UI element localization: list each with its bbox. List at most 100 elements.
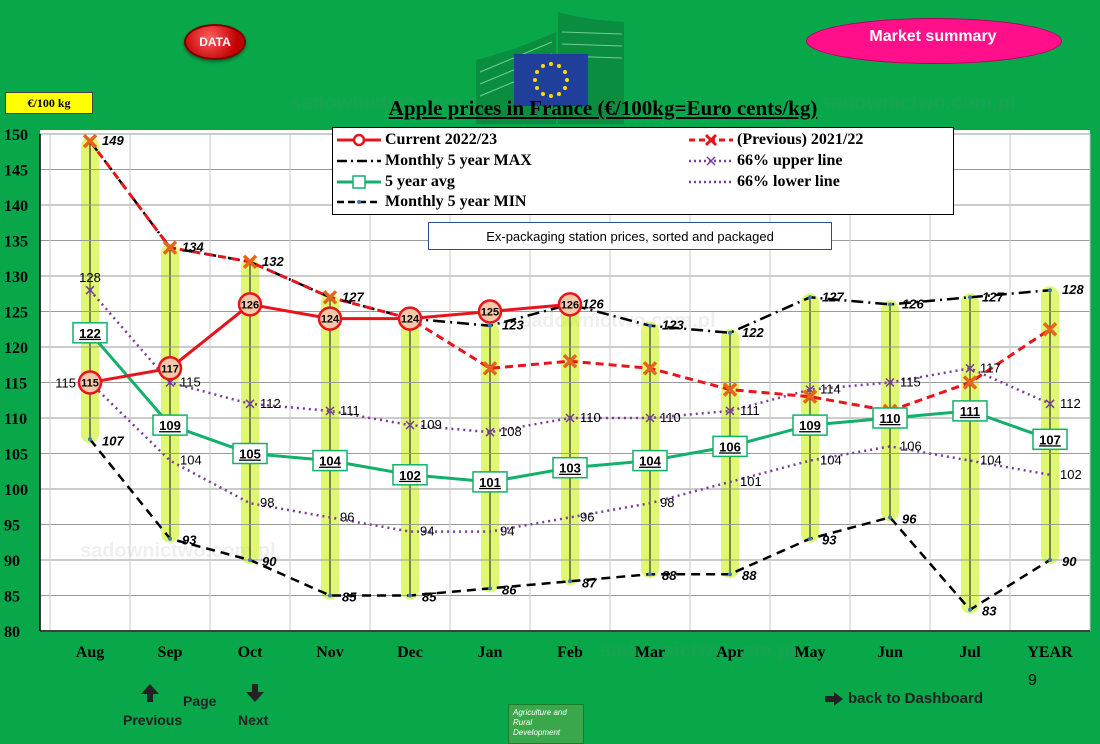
x-tick-label: Dec (397, 644, 423, 661)
point-upper (965, 363, 975, 373)
point-upper (885, 377, 895, 388)
point-current (317, 306, 343, 331)
arrow-up-icon[interactable] (140, 683, 160, 703)
avg-label-box (72, 322, 108, 344)
y-tick-label: 150 (4, 127, 28, 144)
y-tick-label: 140 (4, 198, 28, 215)
point-monthly-5-year-min (168, 536, 172, 541)
previous-page-link[interactable]: Previous (123, 712, 183, 728)
lower-value-label: 104 (980, 453, 1002, 468)
lower-value-label: 115 (55, 376, 76, 391)
point-previous (1042, 322, 1058, 337)
page-label: Page (183, 693, 217, 709)
x-tick-label: Nov (316, 644, 344, 661)
current-value-label: 126 (561, 299, 579, 311)
point-monthly-5-year-min (408, 593, 412, 598)
avg-value-label: 102 (399, 468, 421, 483)
x-tick-label: Apr (716, 644, 744, 661)
upper-value-label: 112 (260, 396, 281, 411)
eu-stars (533, 62, 569, 98)
arrow-right-icon (825, 691, 843, 706)
min-value-label: 85 (422, 590, 437, 605)
point-monthly-5-year-max (728, 330, 732, 335)
legend-item-avg: 5 year avg (337, 172, 455, 192)
upper-value-label: 115 (900, 375, 921, 390)
market-summary-button[interactable]: Market summary (806, 18, 1062, 66)
upper-value-label: 111 (340, 403, 360, 418)
legend-label: 66% upper line (737, 152, 843, 169)
x-tick-label: Feb (557, 644, 583, 661)
min-value-label: 93 (182, 533, 197, 548)
next-page-link[interactable]: Next (238, 712, 269, 728)
avg-label-box (392, 464, 428, 486)
data-labels: 122 109 105 104 102 101 103 104 106 109 110 111 107 1… (55, 133, 1084, 619)
page-number: 9 (1028, 672, 1037, 689)
market-summary-label: Market summary (869, 28, 997, 45)
point-upper (325, 406, 335, 416)
point-monthly-5-year-max (968, 295, 972, 300)
y-tick-label: 90 (4, 553, 20, 570)
unit-badge: €/100 kg (5, 92, 93, 114)
x-tick-label: Oct (238, 644, 264, 661)
avg-value-label: 109 (799, 418, 821, 433)
avg-value-label: 103 (559, 461, 581, 476)
chart-title: Apple prices in France (€/100kg=Euro cen… (388, 96, 818, 120)
upper-value-label: 112 (1060, 396, 1081, 411)
min-value-label: 88 (662, 568, 677, 583)
point-previous (642, 361, 658, 376)
point-previous (962, 375, 978, 390)
max-value-label: 127 (822, 289, 844, 304)
current-value-label: 124 (401, 314, 420, 326)
upper-value-label: 114 (820, 382, 841, 397)
avg-label-box (232, 442, 268, 465)
point-previous (562, 353, 578, 369)
legend-label: (Previous) 2021/22 (737, 131, 864, 148)
lower-value-label: 98 (660, 495, 674, 510)
point-current (157, 356, 183, 381)
upper-value-label: 108 (500, 424, 522, 439)
point-current (237, 292, 263, 317)
max-value-label: 122 (742, 325, 764, 340)
market-summary-bubble (806, 18, 1062, 64)
point-monthly-5-year-min (1048, 558, 1052, 562)
upper-value-label: 111 (740, 403, 760, 418)
current-value-label: 117 (161, 363, 179, 375)
arrow-down-icon[interactable] (245, 683, 265, 703)
max-value-label: 126 (902, 296, 924, 311)
avg-value-label: 106 (719, 439, 741, 454)
current-value-label: 125 (481, 307, 499, 319)
legend-label: 5 year avg (385, 173, 455, 190)
min-value-label: 88 (742, 568, 757, 583)
legend-line-avg-icon (337, 175, 381, 189)
avg-value-label: 109 (159, 418, 181, 433)
legend-line-current-icon (337, 133, 381, 147)
axes: 80 85 90 95 100 105 110 115 120 125 130 135 140 145 15… (4, 127, 1090, 661)
point-previous (802, 389, 818, 404)
max-value-label: 126 (582, 296, 604, 311)
point-monthly-5-year-max (1048, 288, 1052, 293)
max-value-label: 134 (182, 240, 204, 255)
avg-label-box (312, 449, 348, 472)
point-monthly-5-year-min (568, 579, 572, 584)
upper-value-label: 115 (180, 375, 201, 390)
avg-value-label: 107 (1039, 432, 1061, 447)
lower-value-label: 102 (1060, 467, 1082, 482)
point-current (477, 299, 503, 324)
point-previous (722, 382, 738, 397)
lower-value-label: 104 (820, 453, 842, 468)
x-tick-label: Aug (76, 644, 104, 661)
legend-line-previous-icon (689, 133, 733, 147)
legend: Current 2022/23 (Previous) 2021/22 Month… (332, 127, 954, 215)
legend-line-max-icon (337, 159, 381, 163)
x-tick-label: Mar (635, 644, 665, 661)
point-monthly-5-year-max (808, 295, 812, 300)
legend-item-min: Monthly 5 year MIN (337, 192, 526, 212)
agriculture-logo: Agriculture and Rural Development (508, 704, 584, 744)
x-tick-label: Jan (478, 644, 503, 661)
point-monthly-5-year-max (648, 323, 652, 328)
point-monthly-5-year-min (968, 607, 972, 612)
back-to-dashboard-link[interactable]: back to Dashboard (824, 690, 983, 707)
avg-label-box (1032, 428, 1068, 451)
point-previous (482, 361, 498, 376)
data-button[interactable]: DATA (184, 24, 246, 60)
